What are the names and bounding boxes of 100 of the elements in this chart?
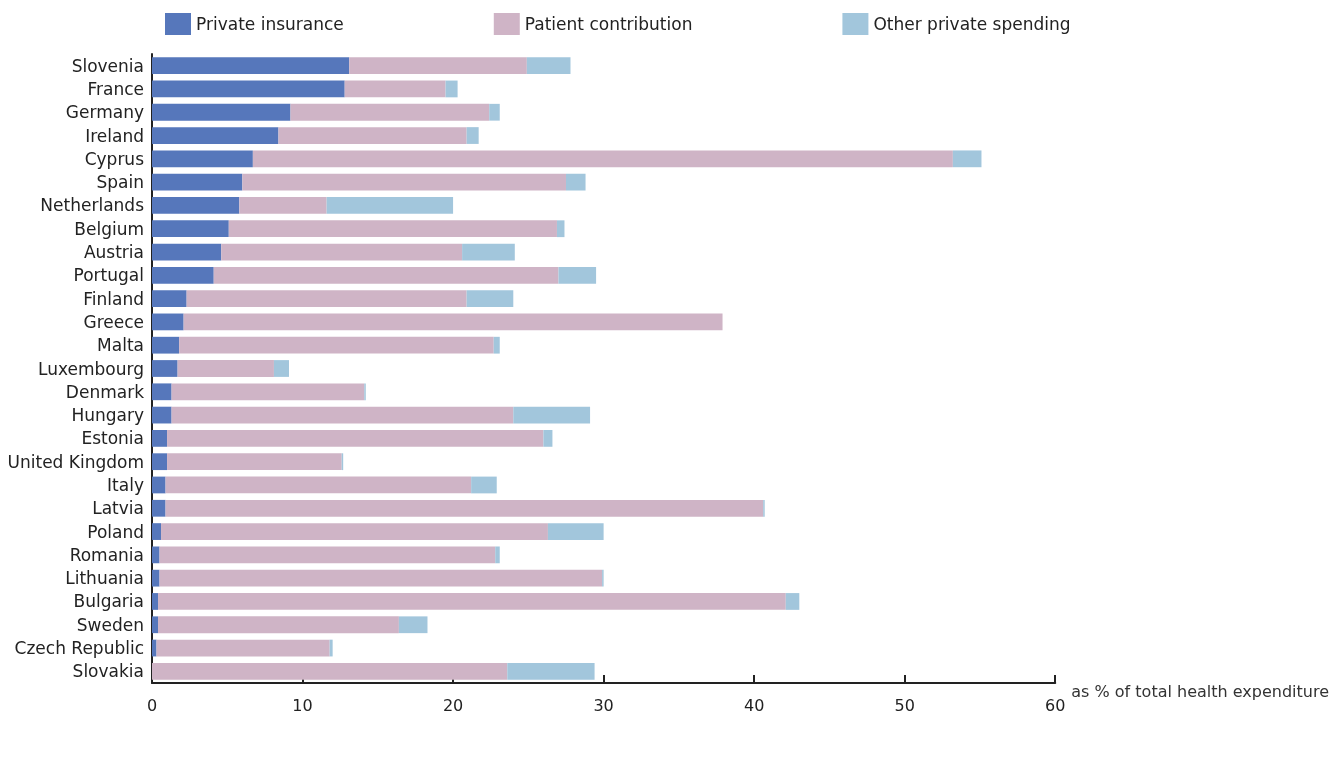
bar bbox=[152, 80, 345, 98]
bar bbox=[278, 127, 467, 144]
bar bbox=[398, 616, 428, 634]
y-tick-label: Greece bbox=[83, 311, 144, 332]
bar bbox=[152, 476, 166, 494]
y-tick-label: Cyprus bbox=[84, 148, 145, 169]
y-tick-label: Slovenia bbox=[71, 55, 144, 76]
bar bbox=[152, 430, 168, 447]
bar bbox=[329, 639, 333, 657]
y-tick-label: Denmark bbox=[65, 381, 145, 402]
x-tick-label: 0 bbox=[146, 695, 158, 715]
x-tick-label: 20 bbox=[442, 695, 464, 715]
y-tick-label: Finland bbox=[83, 288, 144, 309]
y-tick-label: Sweden bbox=[76, 614, 144, 635]
bar bbox=[152, 569, 160, 587]
bar bbox=[252, 150, 953, 168]
y-tick-label: Romania bbox=[69, 544, 144, 565]
bar bbox=[152, 523, 162, 540]
bar bbox=[152, 662, 508, 680]
bar bbox=[228, 220, 557, 238]
bar bbox=[213, 266, 559, 284]
y-tick-label: France bbox=[87, 78, 144, 99]
y-tick-label: Lithuania bbox=[65, 568, 144, 589]
bar bbox=[152, 290, 187, 307]
x-tick-label: 50 bbox=[894, 695, 915, 715]
bar bbox=[349, 57, 527, 75]
y-tick-label: Belgium bbox=[74, 218, 144, 239]
bar bbox=[242, 173, 566, 191]
bar bbox=[159, 546, 496, 564]
bar bbox=[152, 220, 229, 238]
bar bbox=[526, 57, 571, 75]
y-tick-label: Ireland bbox=[85, 125, 144, 146]
bar bbox=[507, 662, 595, 680]
bar bbox=[152, 383, 172, 401]
bar bbox=[543, 430, 553, 447]
bar bbox=[466, 127, 479, 144]
bar bbox=[466, 290, 514, 307]
y-tick-label: United Kingdom bbox=[7, 451, 144, 472]
bar bbox=[489, 103, 500, 121]
bar bbox=[152, 57, 350, 75]
y-tick-label: Slovakia bbox=[72, 661, 144, 682]
bar bbox=[152, 453, 168, 471]
bar bbox=[556, 220, 565, 238]
bar bbox=[177, 360, 274, 377]
y-tick-label: Bulgaria bbox=[73, 591, 144, 612]
bar bbox=[273, 360, 289, 377]
bar bbox=[165, 476, 472, 494]
bar bbox=[513, 406, 591, 424]
x-tick-label: 40 bbox=[743, 695, 765, 715]
y-tick-label: Estonia bbox=[81, 428, 144, 449]
bar bbox=[167, 453, 342, 471]
bar bbox=[165, 499, 764, 517]
bar bbox=[156, 639, 330, 657]
bar bbox=[326, 197, 454, 214]
x-tick-label: 10 bbox=[292, 695, 313, 715]
bar bbox=[186, 290, 467, 307]
bar bbox=[171, 383, 365, 401]
y-tick-label: Hungary bbox=[71, 405, 144, 426]
bar bbox=[158, 616, 399, 634]
bar bbox=[152, 639, 157, 657]
bar bbox=[152, 616, 159, 634]
bar bbox=[152, 173, 243, 191]
legend-label: Patient contribution bbox=[524, 14, 693, 34]
bar bbox=[493, 336, 500, 354]
bar bbox=[221, 243, 463, 261]
y-tick-label: Latvia bbox=[92, 498, 144, 519]
bar bbox=[152, 103, 291, 121]
x-tick-label: 60 bbox=[1045, 695, 1066, 715]
bar bbox=[344, 80, 446, 98]
bar bbox=[161, 523, 548, 540]
y-tick-label: Malta bbox=[97, 335, 144, 356]
bar bbox=[152, 197, 240, 214]
bar bbox=[152, 127, 279, 144]
x-axis-title: as % of total health expenditure bbox=[1071, 681, 1329, 701]
bar bbox=[547, 523, 604, 540]
bar bbox=[152, 593, 159, 610]
bar bbox=[152, 546, 160, 564]
y-tick-label: Poland bbox=[87, 521, 144, 542]
bar bbox=[445, 80, 458, 98]
bar bbox=[183, 313, 723, 331]
bar bbox=[167, 430, 544, 447]
x-tick-label: 30 bbox=[593, 695, 614, 715]
bar bbox=[152, 406, 172, 424]
bar bbox=[158, 593, 786, 610]
y-tick-label: Germany bbox=[65, 102, 144, 123]
bar bbox=[152, 313, 184, 331]
bar bbox=[152, 150, 253, 168]
legend-label: Other private spending bbox=[873, 14, 1071, 34]
bar bbox=[565, 173, 586, 191]
bar bbox=[152, 360, 178, 377]
bar bbox=[179, 336, 494, 354]
y-tick-label: Austria bbox=[83, 242, 144, 263]
bar bbox=[152, 266, 214, 284]
bar bbox=[152, 243, 222, 261]
y-tick-label: Spain bbox=[96, 172, 144, 193]
bar bbox=[785, 593, 800, 610]
bar bbox=[290, 103, 490, 121]
bar bbox=[462, 243, 515, 261]
bar bbox=[495, 546, 500, 564]
y-tick-label: Portugal bbox=[73, 265, 144, 286]
